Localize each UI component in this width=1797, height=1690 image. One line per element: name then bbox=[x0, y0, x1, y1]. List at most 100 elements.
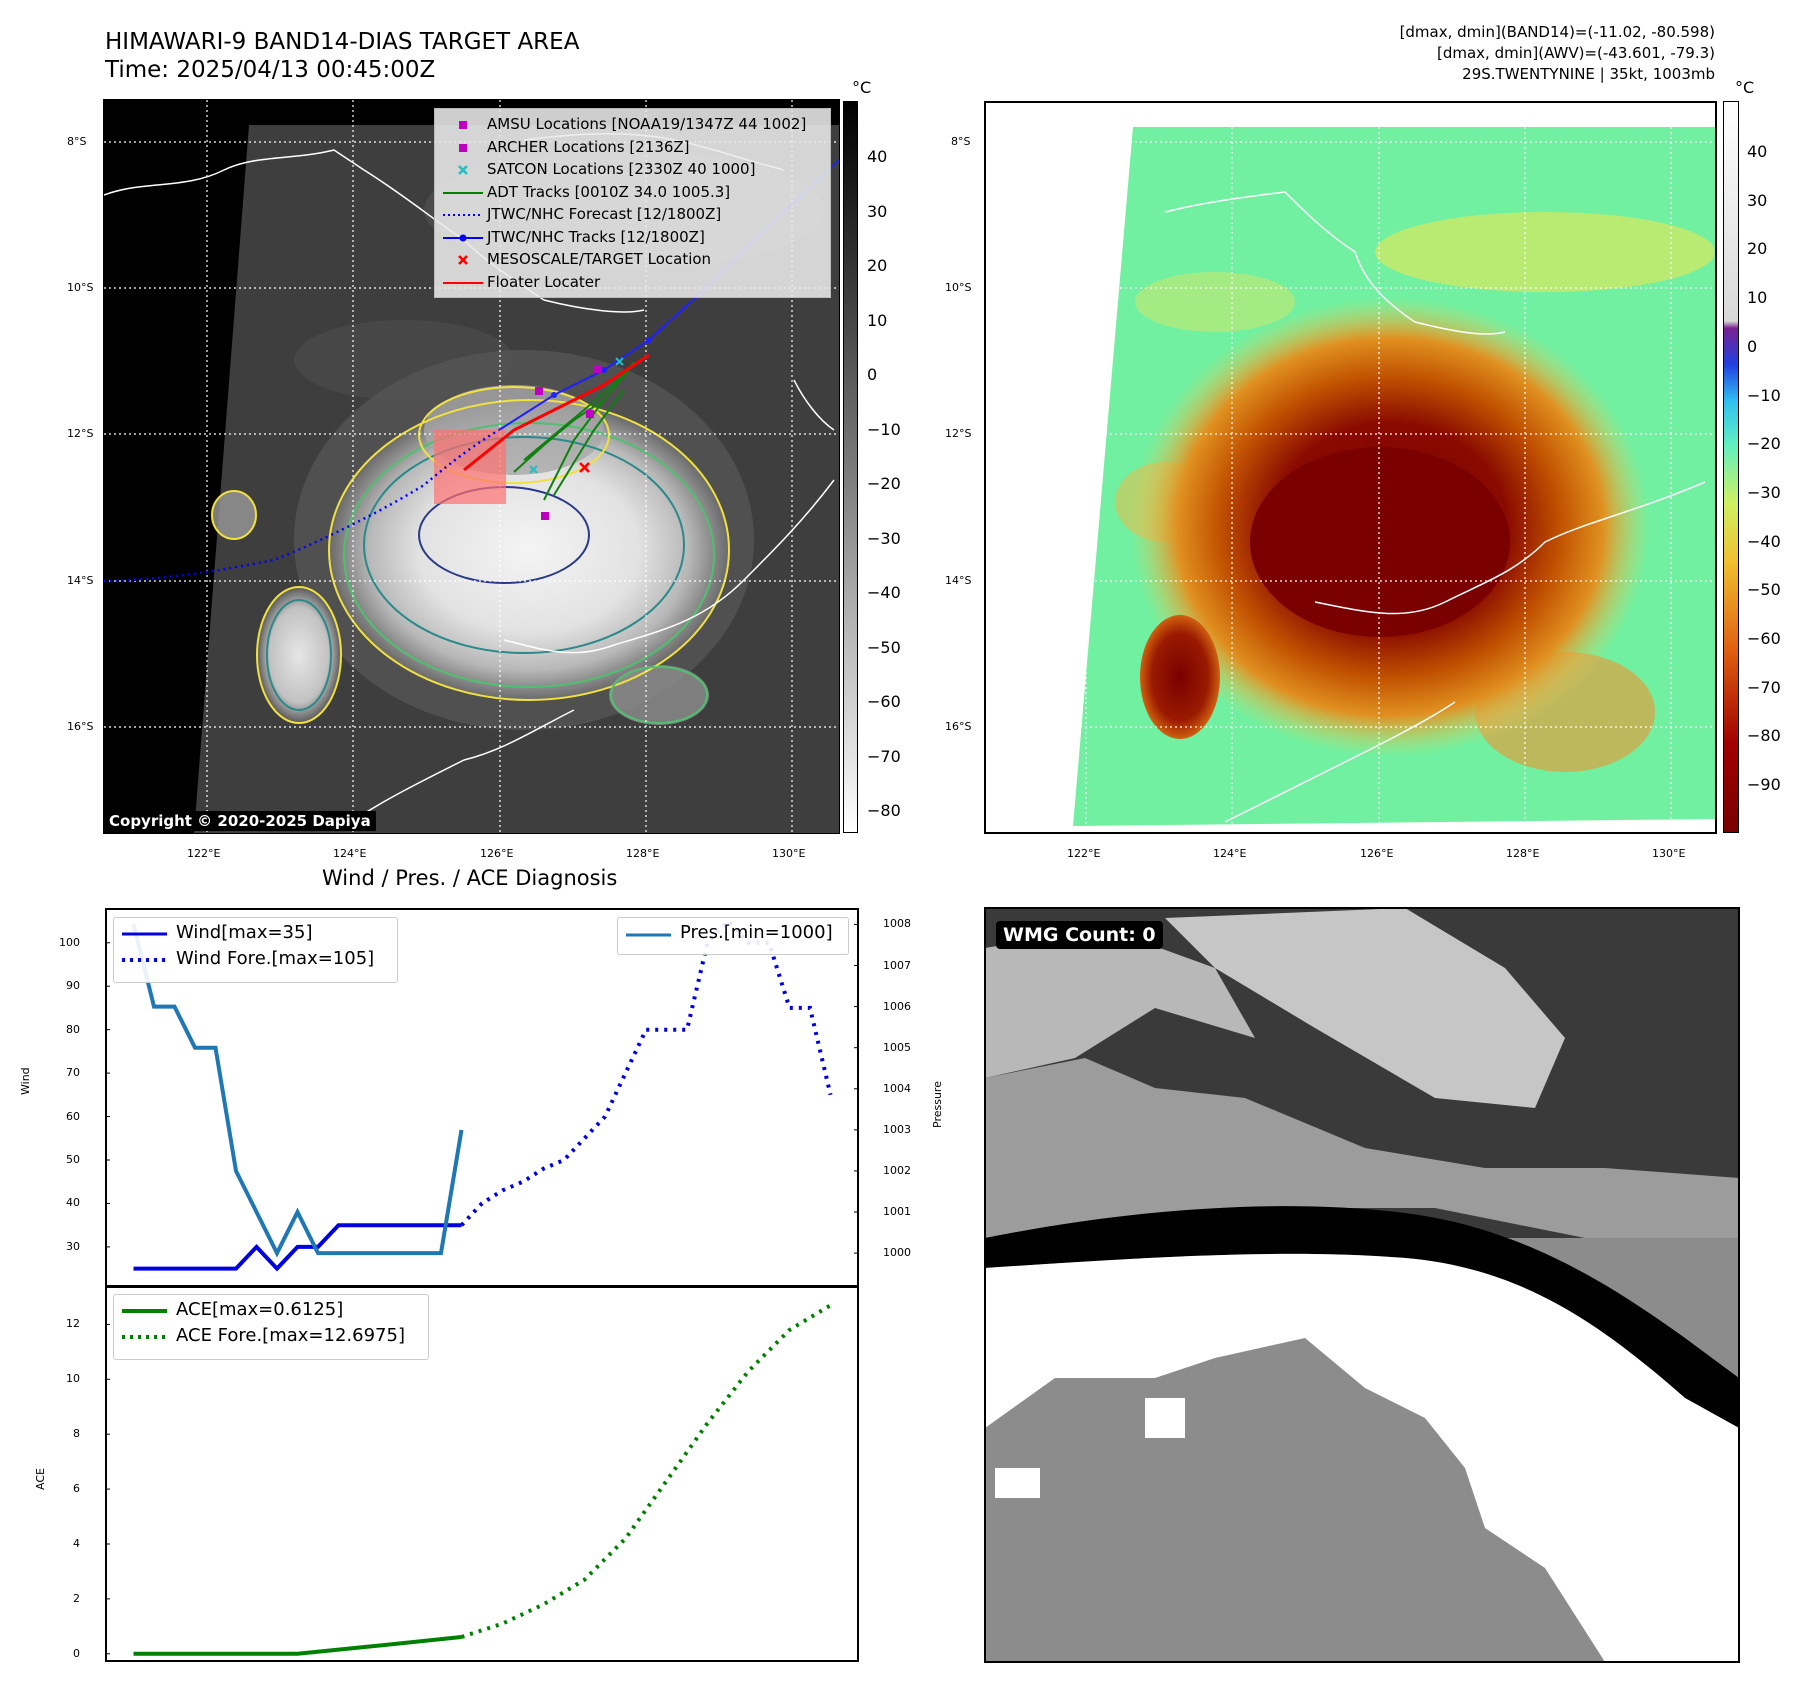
wmg-count-badge: WMG Count: 0 bbox=[996, 921, 1163, 949]
legend-symbol-line bbox=[443, 281, 483, 284]
series-line-pres- bbox=[131, 923, 464, 1258]
series-line-ace-fore- bbox=[460, 1303, 832, 1639]
pressure-legend: Pres.[min=1000] bbox=[617, 917, 849, 955]
series-line-wind bbox=[133, 1223, 462, 1272]
ir-map-frame bbox=[103, 99, 840, 834]
ace-ytick: 12 bbox=[66, 1317, 80, 1331]
colorbar-left bbox=[843, 101, 858, 833]
wind-ytick: 40 bbox=[66, 1196, 80, 1210]
map-legend-item: JTWC/NHC Tracks [12/1800Z] bbox=[435, 228, 825, 248]
ace-ytick: 10 bbox=[66, 1372, 80, 1386]
awv-gridlines bbox=[985, 102, 1715, 833]
map-legend-label: ADT Tracks [0010Z 34.0 1005.3] bbox=[487, 182, 731, 201]
colorbar-left-tick: −80 bbox=[867, 801, 901, 820]
colorbar-right-unit: °C bbox=[1735, 78, 1755, 97]
map-legend-label: Floater Locater bbox=[487, 272, 601, 291]
legend-symbol-square bbox=[459, 143, 467, 152]
legend-symbol-line bbox=[443, 191, 483, 194]
wind-ytick: 80 bbox=[66, 1022, 80, 1036]
time-title: Time: 2025/04/13 00:45:00Z bbox=[105, 57, 436, 83]
wmg-panel bbox=[985, 908, 1739, 1662]
pressure-ytick: 1005 bbox=[883, 1040, 911, 1054]
pressure-ytick: 1000 bbox=[883, 1246, 911, 1260]
lat-label-14s: 14°S bbox=[67, 574, 94, 587]
wmg-mid-band bbox=[985, 1058, 1739, 1238]
wind-legend: Wind[max=35] Wind Fore.[max=105] bbox=[113, 917, 398, 983]
wind-ytick: 100 bbox=[59, 935, 80, 949]
map-legend-item: MESOSCALE/TARGET Location bbox=[435, 250, 825, 270]
wind-ytick: 60 bbox=[66, 1109, 80, 1123]
colorbar-right-tick: 20 bbox=[1747, 239, 1768, 259]
lat-label-16s: 16°S bbox=[67, 720, 94, 733]
legend-symbol-x bbox=[458, 165, 468, 175]
ace-ytick: 4 bbox=[73, 1536, 80, 1550]
band14-stats: [dmax, dmin](BAND14)=(-11.02, -80.598) bbox=[1399, 23, 1715, 41]
lon-label-130e: 130°E bbox=[772, 847, 806, 860]
colorbar-right-tick: −10 bbox=[1747, 385, 1781, 405]
awv-lon-label-126e: 126°E bbox=[1360, 847, 1394, 860]
lon-label-126e: 126°E bbox=[480, 847, 514, 860]
jtwc-forecast-track bbox=[104, 428, 500, 583]
wmg-light-region-1 bbox=[985, 928, 1255, 1078]
lon-label-122e: 122°E bbox=[187, 847, 221, 860]
lat-label-12s: 12°S bbox=[67, 427, 94, 440]
colorbar-left-tick: 40 bbox=[867, 147, 888, 166]
colorbar-right-tick: −20 bbox=[1747, 434, 1781, 454]
legend-symbol-square bbox=[459, 121, 467, 129]
awv-lon-label-122e: 122°E bbox=[1067, 847, 1101, 860]
wind-axis-label: Wind bbox=[19, 1067, 32, 1095]
storm-cloud bbox=[329, 400, 729, 700]
floater-locater-track bbox=[463, 353, 650, 472]
storm-info: 29S.TWENTYNINE | 35kt, 1003mb bbox=[1462, 65, 1715, 83]
awv-map-frame bbox=[984, 101, 1717, 834]
ace-axis-label: ACE bbox=[34, 1468, 47, 1490]
colorbar-left-tick: 30 bbox=[867, 201, 888, 221]
colorbar-right-tick: 10 bbox=[1747, 288, 1768, 308]
wind-ytick: 30 bbox=[66, 1239, 80, 1253]
map-legend-label: AMSU Locations [NOAA19/1347Z 44 1002] bbox=[487, 115, 807, 133]
awv-lon-label-124e: 124°E bbox=[1213, 847, 1247, 860]
legend-symbol-dotted bbox=[443, 214, 483, 216]
awv-lat-label-10s: 10°S bbox=[945, 281, 972, 294]
wmg-light-region-2 bbox=[1165, 908, 1565, 1108]
pressure-ytick: 1004 bbox=[883, 1081, 911, 1095]
map-legend-item: AMSU Locations [NOAA19/1347Z 44 1002] bbox=[435, 115, 825, 135]
map-legend-label: JTWC/NHC Forecast [12/1800Z] bbox=[487, 205, 722, 223]
wmg-frame bbox=[984, 907, 1740, 1663]
map-legend-item: SATCON Locations [2330Z 40 1000] bbox=[435, 160, 825, 180]
main-title: HIMAWARI-9 BAND14-DIAS TARGET AREA bbox=[105, 29, 580, 55]
diagnosis-title: Wind / Pres. / ACE Diagnosis bbox=[322, 866, 618, 890]
series-line-ace bbox=[133, 1635, 462, 1656]
awv-secondary-core bbox=[1140, 615, 1220, 739]
map-legend-label: MESOSCALE/TARGET Location bbox=[487, 250, 712, 268]
map-legend-item: Floater Locater bbox=[435, 273, 825, 293]
colorbar-left-tick: −10 bbox=[867, 419, 901, 439]
legend-symbol-x bbox=[458, 255, 468, 265]
pressure-ytick: 1003 bbox=[883, 1122, 911, 1136]
pressure-ytick: 1008 bbox=[883, 917, 911, 931]
map-legend-item: JTWC/NHC Forecast [12/1800Z] bbox=[435, 205, 825, 225]
colorbar-left-unit: °C bbox=[852, 78, 872, 97]
colorbar-right-tick: −70 bbox=[1747, 677, 1781, 697]
wind-legend-entry: Wind[max=35] bbox=[176, 922, 313, 943]
colorbar-right-tick: 0 bbox=[1747, 336, 1758, 356]
colorbar-left-tick: −60 bbox=[867, 692, 901, 711]
pres-legend-entry: Pres.[min=1000] bbox=[680, 922, 833, 943]
pressure-ytick: 1001 bbox=[883, 1205, 911, 1219]
colorbar-left-tick: −30 bbox=[867, 528, 901, 548]
map-legend-item: ADT Tracks [0010Z 34.0 1005.3] bbox=[435, 183, 825, 203]
map-legend-label: JTWC/NHC Tracks [12/1800Z] bbox=[487, 227, 705, 246]
colorbar-right-tick: −40 bbox=[1747, 531, 1781, 551]
adt-tracks bbox=[513, 361, 635, 501]
awv-lon-label-128e: 128°E bbox=[1506, 847, 1540, 860]
lat-label-8s: 8°S bbox=[67, 135, 87, 148]
secondary-cloud bbox=[257, 587, 341, 723]
colorbar-right-tick: −30 bbox=[1747, 482, 1781, 502]
wind-ytick: 90 bbox=[66, 979, 80, 993]
mesoscale-target-marker bbox=[579, 462, 590, 473]
ace-ytick: 8 bbox=[73, 1427, 80, 1441]
pressure-ytick: 1002 bbox=[883, 1163, 911, 1177]
map-legend: AMSU Locations [NOAA19/1347Z 44 1002] ARC… bbox=[434, 108, 831, 298]
colorbar-left-tick: −20 bbox=[867, 474, 901, 493]
awv-lat-label-14s: 14°S bbox=[945, 574, 972, 587]
